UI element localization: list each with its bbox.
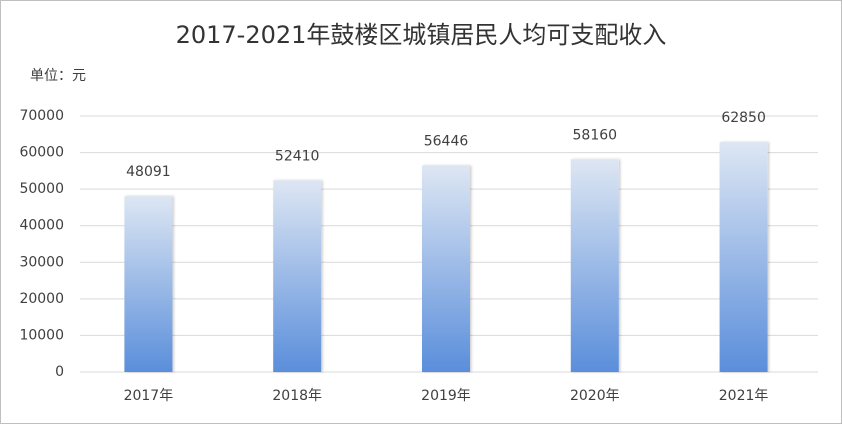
y-tick-label: 40000	[19, 218, 64, 234]
x-tick-label: 2020年	[570, 388, 620, 404]
x-tick-label: 2018年	[272, 388, 322, 404]
y-tick-label: 70000	[19, 108, 64, 124]
y-tick-label: 20000	[19, 291, 64, 307]
chart-title: 2017-2021年鼓楼区城镇居民人均可支配收入	[176, 21, 667, 49]
x-tick-label: 2019年	[421, 388, 471, 404]
y-tick-label: 30000	[19, 254, 64, 270]
x-tick-label: 2017年	[124, 388, 174, 404]
unit-label: 单位：元	[30, 68, 86, 84]
value-label: 52410	[275, 148, 320, 164]
y-tick-label: 10000	[19, 327, 64, 343]
value-label: 62850	[721, 110, 766, 126]
bar	[124, 196, 173, 372]
value-label: 48091	[126, 164, 171, 180]
bar	[273, 180, 322, 372]
y-tick-label: 60000	[19, 145, 64, 161]
value-label: 56446	[424, 134, 469, 150]
y-tick-label: 50000	[19, 181, 64, 197]
bar	[570, 159, 619, 372]
bar	[422, 165, 470, 372]
y-tick-label: 0	[55, 364, 64, 380]
value-label: 58160	[573, 127, 618, 143]
x-tick-label: 2021年	[719, 388, 769, 404]
bar	[719, 142, 768, 372]
